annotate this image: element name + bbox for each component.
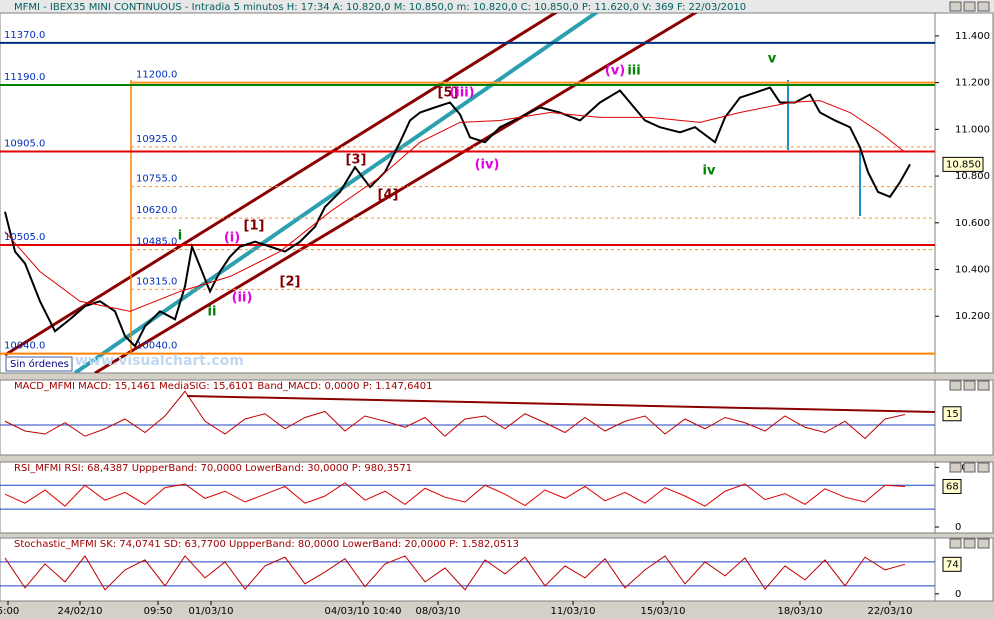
panel-title: MACD_MFMI MACD: 15,1461 MediaSIG: 15,610… (14, 381, 433, 392)
y-tick-label: 0 (955, 522, 961, 533)
series-line (4, 390, 906, 440)
x-tick-label: 5:00 (0, 606, 19, 617)
plot-area (0, 12, 936, 374)
window-button[interactable] (963, 462, 976, 473)
window-button[interactable] (963, 538, 976, 549)
status-box (5, 356, 73, 372)
signal-line (186, 395, 935, 413)
x-tick-label: 24/02/10 (58, 606, 103, 617)
level-label: 10040.0 (4, 341, 45, 352)
plot-area (0, 379, 936, 456)
wave-label: [1] (244, 219, 265, 234)
window-button[interactable] (977, 538, 990, 549)
window-button[interactable] (977, 380, 990, 391)
window-button[interactable] (977, 462, 990, 473)
plot-layer (0, 390, 935, 440)
window-button[interactable] (949, 538, 962, 549)
y-tick-label: 10.400 (955, 265, 990, 276)
wave-label: iii (627, 64, 640, 79)
wave-label: [2] (280, 275, 301, 290)
wave-label: v (768, 52, 777, 67)
last-value-box (942, 556, 962, 572)
wave-label: i (178, 229, 182, 244)
last-value-label: 10.850 (946, 159, 981, 170)
x-tick-label: 15/03/10 (641, 606, 686, 617)
y-tick-label: 11.400 (955, 31, 990, 42)
plot-layer (0, 482, 935, 510)
fib-label: 10755.0 (136, 174, 177, 185)
plot-layer (0, 13, 935, 373)
axis-area (934, 12, 994, 374)
wave-label: (i) (224, 231, 240, 246)
wave-label: ii (208, 305, 217, 320)
last-value-label: 74 (946, 559, 959, 570)
chart-header: MFMI - IBEX35 MINI CONTINUOUS - Intradia… (14, 2, 746, 13)
wave-label: [3] (346, 153, 367, 168)
y-tick-label: 11.000 (955, 124, 990, 135)
x-tick-label: 04/03/10 10:40 (325, 606, 402, 617)
y-tick-label: 10.600 (955, 218, 990, 229)
fib-label: 10485.0 (136, 237, 177, 248)
y-tick-label: 11.200 (955, 78, 990, 89)
window-button[interactable] (963, 380, 976, 391)
last-value-box (942, 156, 984, 172)
fib-label: 10620.0 (136, 205, 177, 216)
y-tick-label: 10.800 (955, 171, 990, 182)
wave-label: (iii) (449, 86, 474, 101)
y-tick-label: 0 (955, 589, 961, 600)
axis-area (934, 461, 994, 534)
wave-label: (iv) (475, 158, 500, 173)
x-tick-label: 01/03/10 (189, 606, 234, 617)
channel-line (4, 13, 559, 357)
series-line (4, 86, 911, 348)
window-button[interactable] (977, 1, 990, 12)
level-label: 11190.0 (4, 72, 45, 83)
series-line (4, 482, 906, 507)
x-tick-label: 09:50 (144, 606, 173, 617)
x-tick-label: 11/03/10 (551, 606, 596, 617)
x-tick-label: 22/03/10 (868, 606, 913, 617)
level-label: 11370.0 (4, 30, 45, 41)
x-tick-label: 18/03/10 (778, 606, 823, 617)
fib-label: 11200.0 (136, 70, 177, 81)
fib-label: 10925.0 (136, 134, 177, 145)
header-bar (0, 0, 994, 13)
wave-label: (v) (605, 64, 625, 79)
last-value-label: 68 (946, 481, 959, 492)
fib-label: 10040.0 (136, 341, 177, 352)
channel-line (94, 13, 698, 373)
window-button[interactable] (949, 462, 962, 473)
window-button[interactable] (963, 1, 976, 12)
plot-layer (0, 555, 935, 591)
window-button[interactable] (949, 1, 962, 12)
series-line (4, 555, 906, 591)
x-tick-label: 08/03/10 (416, 606, 461, 617)
y-tick-label: 10.200 (955, 311, 990, 322)
panel-title: RSI_MFMI RSI: 68,4387 UppperBand: 70,000… (14, 463, 412, 474)
level-label: 10905.0 (4, 139, 45, 150)
level-label: 10505.0 (4, 232, 45, 243)
wave-label: [5] (438, 86, 459, 101)
window-button[interactable] (949, 380, 962, 391)
fib-label: 10315.0 (136, 276, 177, 287)
wave-label: iv (703, 164, 716, 179)
panel-title: Stochastic_MFMI SK: 74,0741 SD: 63,7700 … (14, 539, 519, 550)
status-label: Sin órdenes (10, 358, 69, 370)
wave-label: [4] (378, 188, 399, 203)
wave-label: (ii) (232, 291, 253, 306)
last-value-box (942, 406, 962, 422)
last-value-label: 15 (946, 409, 959, 420)
last-value-box (942, 478, 962, 494)
series-line (4, 100, 906, 312)
watermark: www.visualchart.com (75, 353, 244, 369)
